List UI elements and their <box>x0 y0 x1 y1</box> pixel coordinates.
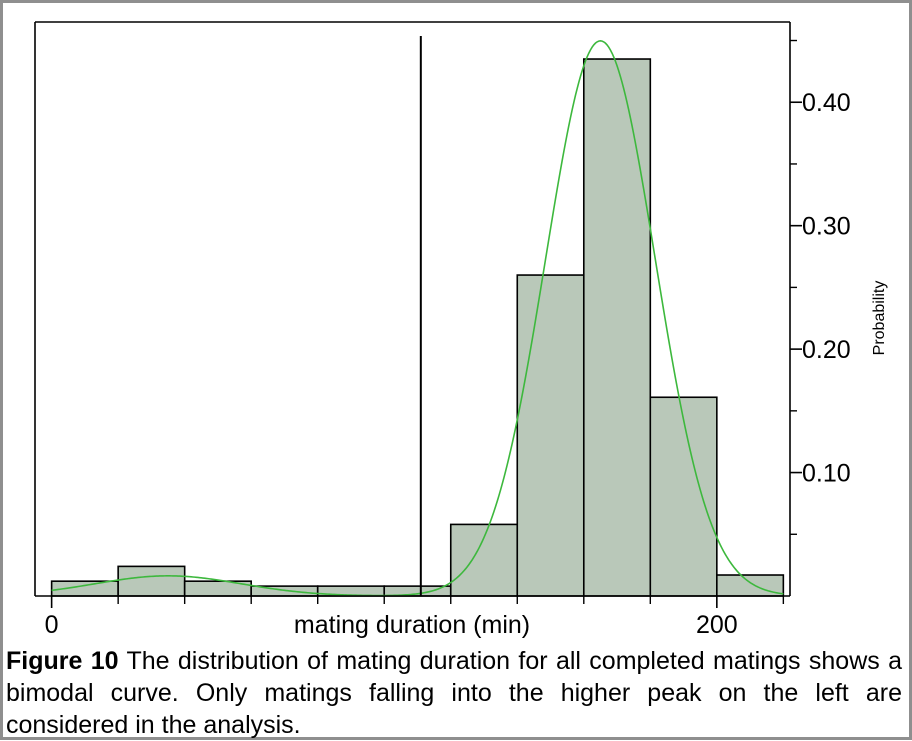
histogram-bar-8 <box>582 58 652 597</box>
y-axis-label: Probability <box>871 281 888 356</box>
caption-text: The distribution of mating duration for … <box>6 647 902 739</box>
y-tick-label: 0.20 <box>802 336 851 364</box>
figure-caption: Figure 10 The distribution of mating dur… <box>6 645 902 741</box>
x-tick-label: 200 <box>696 611 738 639</box>
y-tick-label: 0.10 <box>802 460 851 488</box>
x-ticks-group: 0 200 <box>45 596 785 639</box>
histogram-bar-7 <box>516 274 585 597</box>
bars-group <box>50 58 785 597</box>
caption-label: Figure 10 <box>6 647 119 675</box>
y-tick-label: 0.30 <box>802 213 851 241</box>
histogram-chart: 0 200 0.10 0.20 0.30 0.40 mating duration (m… <box>34 21 888 639</box>
density-curve <box>51 40 784 597</box>
x-axis-label: mating duration (min) <box>294 611 530 639</box>
y-ticks-group: 0.10 0.20 0.30 0.40 <box>790 39 851 535</box>
x-tick-label: 0 <box>45 611 59 639</box>
histogram-bar-6 <box>449 523 519 597</box>
histogram-bar-1 <box>117 565 186 597</box>
y-tick-label: 0.40 <box>802 89 851 117</box>
histogram-bar-9 <box>649 396 718 597</box>
